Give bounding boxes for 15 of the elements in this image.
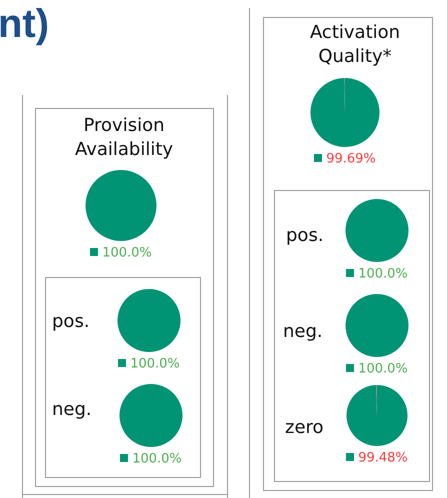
data-label: 100.0% [358,361,408,376]
text: zero [285,416,325,440]
data-label: 100.0% [102,245,152,260]
data-label: 100.0% [358,266,408,282]
text: pos. [286,224,325,248]
data-label: 100.0% [132,451,182,466]
chart-title: Activation Quality* [308,21,402,69]
text: neg. [283,320,324,344]
data-label: 99.69% [326,151,376,166]
chart-title: Provision Availability [74,114,174,162]
data-label: 100.0% [130,356,180,372]
text: neg. [52,398,93,422]
data-label: 99.48% [358,450,408,466]
text: pos. [52,310,91,334]
text: nt) [0,1,50,48]
